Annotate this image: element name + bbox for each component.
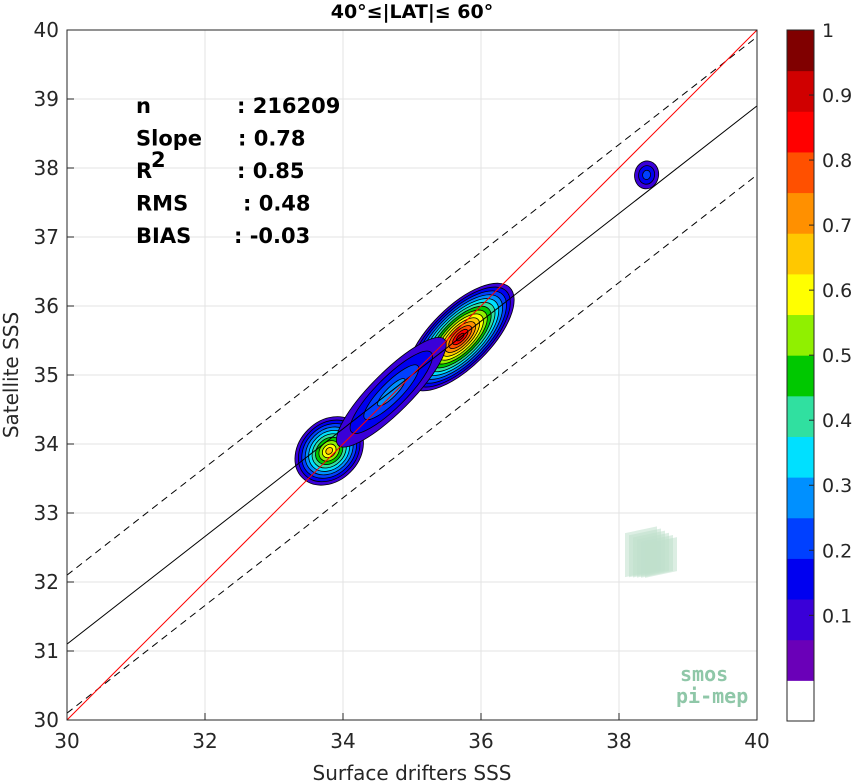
stat-label-bias: BIAS bbox=[136, 224, 191, 248]
colorbar-bin bbox=[787, 517, 814, 559]
stats-box: n : 216209 Slope : 0.78 R2 : 0.85 RMS : 0.48 BIA… bbox=[136, 94, 340, 248]
logo-wave bbox=[645, 537, 677, 578]
stat-label-n: n bbox=[136, 94, 151, 118]
stat-value-slope: : 0.78 bbox=[238, 127, 306, 151]
colorbar-bin bbox=[787, 599, 814, 641]
colorbar-tick-label: 0.1 bbox=[822, 605, 852, 627]
x-tick-label: 36 bbox=[468, 729, 493, 753]
x-axis-ticks: 30 32 34 36 38 40 bbox=[54, 713, 770, 753]
colorbar-tick-label: 0.5 bbox=[822, 345, 852, 367]
stat-label-r: R bbox=[136, 159, 152, 183]
fit-upper-band bbox=[67, 36, 757, 576]
x-tick-label: 38 bbox=[606, 729, 631, 753]
logo-text-line1: smos bbox=[680, 662, 728, 686]
colorbar-tick-label: 0.9 bbox=[822, 85, 852, 107]
y-tick-label: 34 bbox=[34, 432, 59, 456]
chart-title: 40°≤|LAT|≤ 60° bbox=[331, 1, 494, 23]
reference-lines bbox=[67, 30, 757, 720]
stat-value-n: : 216209 bbox=[237, 94, 340, 118]
y-tick-label: 33 bbox=[34, 501, 59, 525]
stat-label-slope: Slope bbox=[136, 127, 202, 151]
colorbar-bin bbox=[787, 273, 814, 316]
colorbar-bin bbox=[787, 192, 814, 234]
stat-value-rms: : 0.48 bbox=[243, 192, 311, 216]
colorbar-bin bbox=[787, 70, 814, 112]
colorbar-bin bbox=[787, 436, 814, 478]
y-tick-label: 31 bbox=[34, 639, 59, 663]
colorbar-tick-label: 0.2 bbox=[822, 540, 852, 562]
colorbar-bin bbox=[787, 111, 814, 153]
density-contour bbox=[325, 447, 334, 455]
colorbar-bin bbox=[787, 558, 814, 600]
colorbar-tick-label: 0.7 bbox=[822, 215, 852, 237]
y-tick-label: 38 bbox=[34, 156, 59, 180]
logo-text-line2: pi-mep bbox=[676, 684, 748, 708]
y-tick-label: 40 bbox=[34, 18, 59, 42]
colorbar-bin bbox=[787, 477, 814, 519]
stat-superscript: 2 bbox=[151, 148, 166, 172]
y-tick-label: 39 bbox=[34, 87, 59, 111]
stat-value-bias: : -0.03 bbox=[234, 224, 310, 248]
y-tick-label: 36 bbox=[34, 294, 59, 318]
stat-value-r: : 0.85 bbox=[237, 159, 305, 183]
x-tick-label: 34 bbox=[330, 729, 355, 753]
stat-label-rms: RMS bbox=[136, 192, 188, 216]
y-tick-label: 37 bbox=[34, 225, 59, 249]
y-tick-label: 35 bbox=[34, 363, 59, 387]
x-tick-label: 30 bbox=[54, 729, 79, 753]
colorbar-bin bbox=[787, 233, 814, 275]
colorbar-tick-label: 0.8 bbox=[822, 150, 852, 172]
colorbar-tick-label: 0.6 bbox=[822, 280, 852, 302]
fit-lower-band bbox=[67, 174, 757, 714]
x-tick-label: 40 bbox=[744, 729, 769, 753]
y-tick-label: 30 bbox=[34, 708, 59, 732]
colorbar-tick-label: 0.3 bbox=[822, 475, 852, 497]
colorbar-tick-label: 1 bbox=[822, 20, 834, 42]
colorbar-bin bbox=[787, 30, 814, 72]
x-tick-label: 32 bbox=[192, 729, 217, 753]
density-contour bbox=[642, 169, 652, 180]
colorbar-bin bbox=[787, 151, 814, 194]
colorbar-bin bbox=[787, 680, 814, 722]
colorbar: 0.1 0.2 0.3 0.4 0.5 0.6 0.7 0.8 0.9 1 bbox=[786, 20, 852, 722]
colorbar-bin bbox=[787, 395, 814, 437]
density-contours bbox=[294, 160, 660, 486]
y-tick-label: 32 bbox=[34, 570, 59, 594]
colorbar-bin bbox=[787, 639, 814, 681]
y-axis-label: Satellite SSS bbox=[0, 312, 23, 438]
colorbar-tick-label: 0.4 bbox=[822, 410, 852, 432]
x-axis-label: Surface drifters SSS bbox=[313, 761, 512, 784]
one-to-one-line bbox=[67, 30, 757, 720]
y-axis-ticks: 30 31 32 33 34 35 36 37 38 39 40 bbox=[34, 18, 74, 732]
colorbar-bin bbox=[787, 314, 814, 356]
colorbar-bin bbox=[787, 355, 814, 397]
colorbar-frame bbox=[786, 29, 815, 722]
